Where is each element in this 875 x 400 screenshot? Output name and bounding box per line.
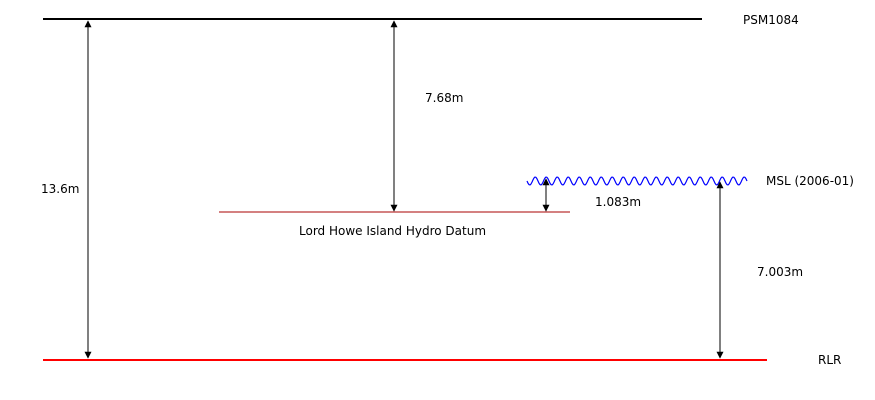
distance-rlr-to-msl: 7.003m bbox=[757, 265, 803, 279]
distance-psm-to-rlr: 13.6m bbox=[41, 182, 79, 196]
msl-label: MSL (2006-01) bbox=[766, 174, 854, 188]
psm-label: PSM1084 bbox=[743, 13, 799, 27]
distance-psm-to-hydro: 7.68m bbox=[425, 91, 463, 105]
distance-hydro-to-msl: 1.083m bbox=[595, 195, 641, 209]
hydro-datum-label: Lord Howe Island Hydro Datum bbox=[299, 224, 486, 238]
rlr-label: RLR bbox=[818, 353, 841, 367]
msl-wave-line bbox=[526, 176, 748, 186]
